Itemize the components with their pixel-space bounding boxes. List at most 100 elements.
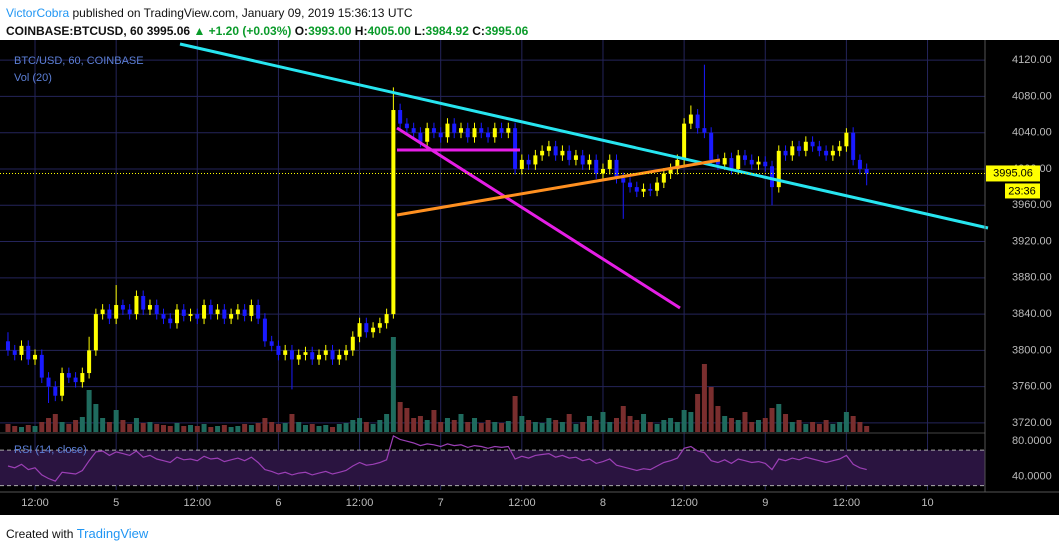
volume-bar (357, 418, 363, 432)
volume-bar (458, 414, 464, 432)
candle-body (844, 132, 849, 147)
volume-bar (499, 423, 505, 432)
volume-bar (654, 424, 660, 432)
volume-bar (803, 424, 809, 432)
candle-body (594, 159, 599, 174)
x-tick-label: 7 (438, 497, 444, 509)
volume-bar (120, 420, 126, 432)
c-label: C: (472, 24, 485, 38)
volume-bar (728, 418, 734, 432)
volume-bar (275, 424, 281, 432)
volume-bar (776, 404, 782, 432)
y-tick-label: 3800.00 (1012, 344, 1052, 356)
candle-body (256, 305, 261, 319)
volume-bar (620, 406, 626, 432)
volume-bar (701, 364, 707, 432)
volume-bar (147, 422, 153, 432)
candle-body (431, 128, 436, 133)
countdown: 23:36 (1008, 185, 1036, 197)
candle-body (736, 155, 741, 169)
volume-bar (201, 424, 207, 432)
candle-body (350, 336, 355, 351)
candle-body (688, 114, 693, 124)
volume-bar (810, 422, 816, 432)
volume-bar (188, 425, 194, 432)
candle-body (695, 114, 700, 129)
candle-body (445, 123, 450, 138)
candle-body (377, 323, 382, 328)
volume-bar (465, 422, 471, 432)
candle-body (452, 123, 457, 133)
volume-bar (167, 426, 173, 432)
volume-bar (823, 420, 829, 432)
candle-body (303, 352, 308, 355)
candle-body (269, 341, 274, 346)
candle-body (168, 318, 173, 324)
candle-body (5, 341, 10, 351)
candle-body (648, 188, 653, 191)
volume-bar (377, 420, 383, 432)
rsi-label: RSI (14, close) (14, 444, 87, 456)
x-tick-label: 12:00 (670, 497, 698, 509)
candle-body (553, 146, 558, 156)
volume-bar (681, 410, 687, 432)
author: VictorCobra (6, 6, 70, 20)
candle-body (628, 182, 633, 188)
candle-body (222, 309, 227, 319)
x-tick-label: 12:00 (21, 497, 49, 509)
x-tick-label: 12:00 (346, 497, 374, 509)
volume-bar (661, 420, 667, 432)
volume-bar (73, 420, 79, 432)
candle-body (229, 314, 234, 319)
x-tick-label: 9 (762, 497, 768, 509)
candle-body (235, 309, 240, 315)
candle-body (803, 141, 808, 151)
candle-body (310, 352, 315, 360)
candle-body (709, 132, 714, 160)
drawings (179, 42, 989, 310)
high: 4005.00 (367, 24, 411, 38)
volume-bar (830, 424, 836, 432)
trend-line (396, 126, 681, 310)
volume-bar (627, 416, 633, 432)
candle-body (87, 350, 92, 374)
candle-body (398, 110, 403, 124)
o-label: O: (294, 24, 309, 38)
volume-bar (472, 418, 478, 432)
volume-bar (864, 426, 870, 432)
volume-bar (559, 422, 565, 432)
volume-bar (715, 406, 721, 432)
candle-body (756, 161, 761, 165)
volume-bar (789, 422, 795, 432)
volume-bar (850, 416, 856, 432)
brand[interactable]: TradingView (76, 526, 149, 541)
candle-body (465, 128, 470, 138)
y-tick-label: 3840.00 (1012, 308, 1052, 320)
volume-bar (296, 422, 302, 432)
candle-body (837, 146, 842, 151)
x-tick-label: 5 (113, 497, 119, 509)
volume-bar (113, 410, 119, 432)
volume-bar (749, 422, 755, 432)
volume-bar (181, 426, 187, 432)
volume-bar (593, 420, 599, 432)
candle-body (411, 128, 416, 133)
volume-bar (532, 422, 538, 432)
volume-bar (12, 426, 18, 432)
candle-body (540, 150, 545, 156)
published: published on TradingView.com, January 09… (72, 6, 413, 20)
chart-title: BTC/USD, 60, COINBASE (14, 55, 144, 67)
candle-body (262, 318, 267, 342)
candle-body (864, 168, 869, 174)
volume-bar (25, 425, 31, 432)
volume-bar (363, 422, 369, 432)
candle-body (499, 128, 504, 133)
volume-bar (397, 402, 403, 432)
y-tick-label: 4080.00 (1012, 90, 1052, 102)
l-label: L: (414, 24, 426, 38)
volume-bar (309, 424, 315, 432)
candle-body (614, 159, 619, 179)
candle-body (323, 350, 328, 355)
